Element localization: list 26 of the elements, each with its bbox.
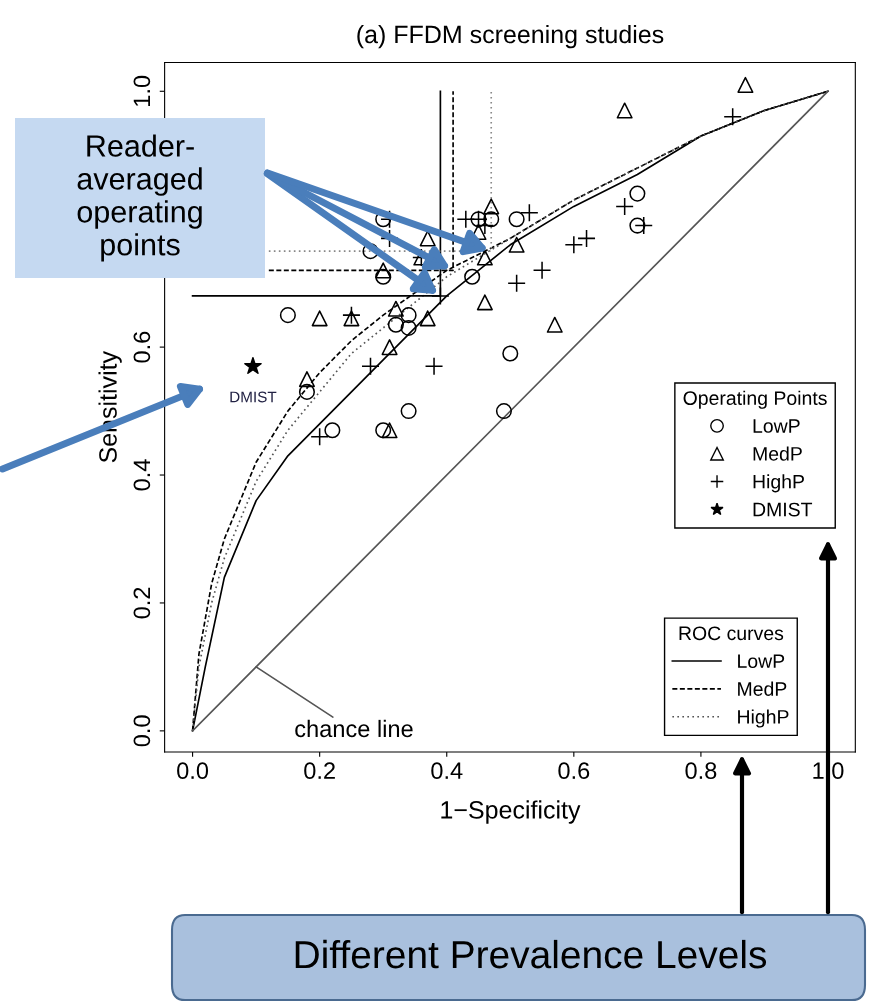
legend-label: LowP	[738, 654, 785, 669]
text: Different Prevalence Levels	[295, 939, 767, 969]
y-tick-label: 0.0	[133, 715, 151, 747]
x-tick-label: 0.6	[558, 762, 590, 780]
x-tick-label: 0.4	[431, 762, 463, 780]
y-axis-title: Sensitivity	[98, 351, 122, 463]
text: ROC curves	[679, 626, 784, 641]
chart-title: (a) FFDM screening studies	[357, 24, 664, 49]
annotation: DMIST	[230, 391, 277, 403]
annotation: Reader- averaged operating points	[77, 134, 202, 262]
legend-label: DMIST	[753, 502, 813, 517]
legend-label: HighP	[753, 474, 804, 493]
legend-label: MedP	[753, 446, 802, 461]
y-tick-label: 1.0	[133, 75, 151, 106]
legend-label: LowP	[753, 419, 800, 433]
y-tick-label: 0.2	[133, 587, 151, 619]
x-tick-label: 0.8	[685, 762, 717, 780]
annotation: chance line	[295, 719, 413, 738]
legend-label: HighP	[738, 709, 789, 728]
y-tick-label: 0.4	[133, 459, 151, 491]
text: Operating Points	[683, 390, 827, 409]
x-axis-title: 1−Specificity	[441, 800, 581, 824]
legend-label: MedP	[738, 681, 787, 696]
y-tick-label: 0.6	[133, 331, 151, 363]
x-tick-label: 0.0	[177, 762, 209, 780]
x-tick-label: 0.2	[304, 762, 335, 780]
